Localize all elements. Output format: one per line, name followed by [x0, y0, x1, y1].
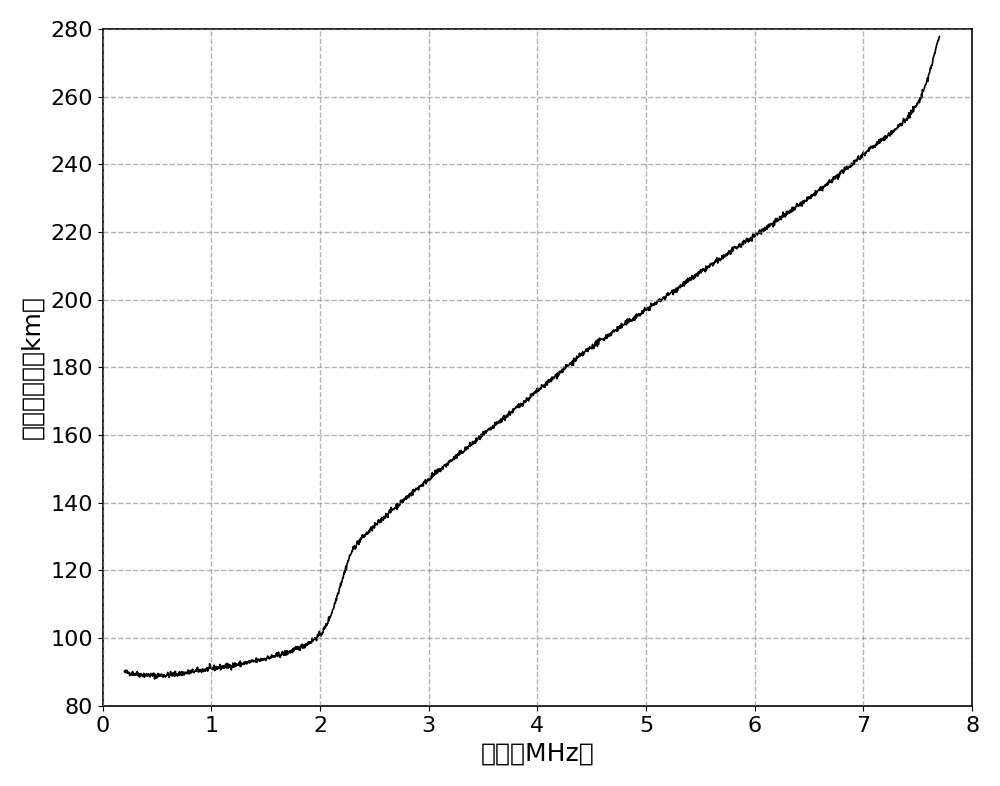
- X-axis label: 频率（MHz）: 频率（MHz）: [481, 741, 594, 765]
- Y-axis label: 电离层高度（km）: 电离层高度（km）: [21, 296, 45, 439]
